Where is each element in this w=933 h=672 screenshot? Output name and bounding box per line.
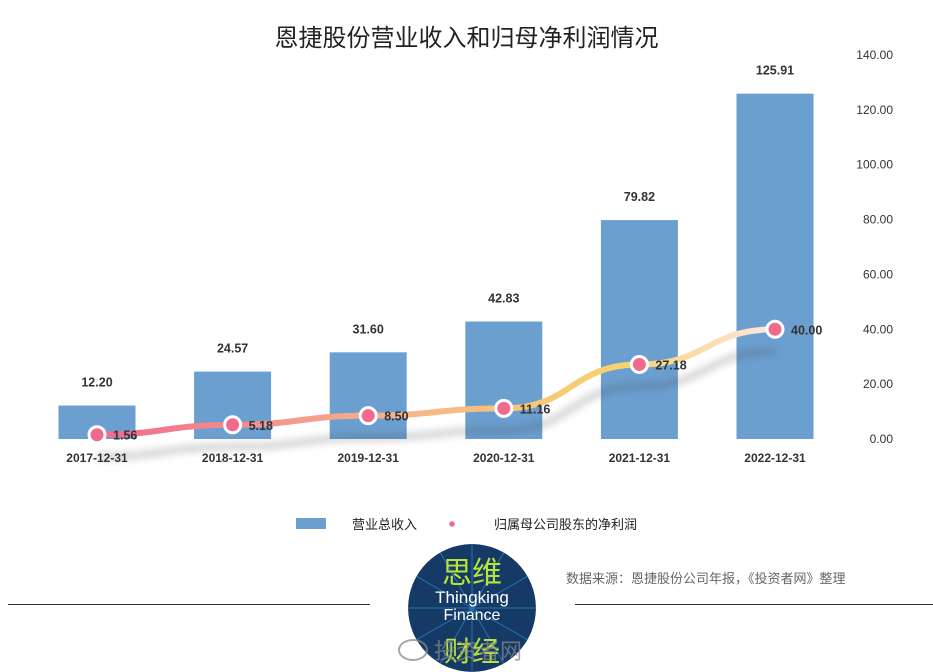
line-label-2019-12-31: 8.50 — [384, 410, 408, 424]
bar-2019-12-31 — [329, 352, 407, 439]
bar-label-2021-12-31: 79.82 — [624, 190, 655, 204]
line-label-2020-12-31: 11.16 — [520, 402, 551, 416]
line-marker-2021-12-31 — [629, 354, 649, 374]
line-label-2022-12-31: 40.00 — [791, 323, 822, 337]
badge-top-text: 思维 — [442, 556, 502, 591]
y-tick-label: 0.00 — [870, 432, 894, 446]
line-marker-2020-12-31 — [494, 398, 514, 418]
bar-2022-12-31 — [736, 93, 814, 440]
line-marker-2017-12-31 — [87, 425, 107, 445]
line-label-2021-12-31: 27.18 — [655, 358, 686, 372]
y-tick-label: 100.00 — [856, 158, 893, 172]
divider-left — [8, 604, 370, 605]
y-tick-label: 80.00 — [863, 213, 893, 227]
y-tick-label: 60.00 — [863, 267, 893, 281]
y-tick-label: 20.00 — [863, 377, 893, 391]
watermark: 投资者网 — [398, 634, 522, 666]
legend-item-net-profit: 归属母公司股东的净利润 — [432, 514, 637, 533]
bar-label-2017-12-31: 12.20 — [81, 376, 112, 390]
badge-middle-text-2: Finance — [443, 607, 501, 624]
chart-title: 恩捷股份营业收入和归母净利润情况 — [274, 24, 659, 52]
legend-label-revenue: 营业总收入 — [352, 518, 418, 533]
divider-right — [575, 604, 933, 605]
bar-2021-12-31 — [600, 220, 678, 439]
line-label-2018-12-31: 5.18 — [249, 419, 273, 433]
line-label-2017-12-31: 1.56 — [113, 429, 137, 443]
source-note: 数据来源：恩捷股份公司年报，《投资者网》整理 — [566, 572, 846, 587]
y-tick-label: 40.00 — [863, 322, 893, 336]
x-tick-label: 2018-12-31 — [202, 451, 264, 465]
y-tick-label: 120.00 — [856, 103, 893, 117]
x-tick-label: 2020-12-31 — [473, 451, 535, 465]
watermark-text: 投资者网 — [434, 640, 523, 665]
line-marker-2019-12-31 — [358, 406, 378, 426]
x-tick-label: 2021-12-31 — [609, 451, 671, 465]
x-tick-label: 2022-12-31 — [744, 451, 806, 465]
legend-item-revenue: 营业总收入 — [296, 514, 417, 533]
net-profit-line-shadow — [96, 348, 776, 460]
badge-middle-text-1: Thingking — [435, 588, 509, 607]
x-tick-label: 2019-12-31 — [338, 451, 400, 465]
legend-swatch-line — [432, 519, 488, 528]
bar-2020-12-31 — [465, 321, 543, 439]
badge-background — [408, 544, 536, 672]
bar-label-2020-12-31: 42.83 — [488, 292, 519, 306]
legend-label-net-profit: 归属母公司股东的净利润 — [494, 518, 638, 533]
weibo-icon — [398, 639, 428, 661]
bar-label-2019-12-31: 31.60 — [353, 322, 384, 336]
chart-area: 12.20 24.57 31.60 42.83 79.82 125.91 1.56 5.18 8… — [58, 48, 894, 465]
thinking-finance-badge: 思维 Thingking Finance 财经 — [408, 544, 536, 672]
y-tick-label: 140.00 — [856, 48, 893, 62]
x-tick-label: 2017-12-31 — [66, 451, 128, 465]
legend-swatch-bar — [296, 518, 326, 529]
net-profit-line — [94, 326, 778, 438]
bar-label-2018-12-31: 24.57 — [217, 342, 248, 356]
line-marker-2018-12-31 — [223, 415, 243, 435]
bar-label-2022-12-31: 125.91 — [756, 64, 794, 78]
badge-bottom-text: 财经 — [443, 635, 500, 668]
line-marker-2022-12-31 — [765, 319, 785, 339]
